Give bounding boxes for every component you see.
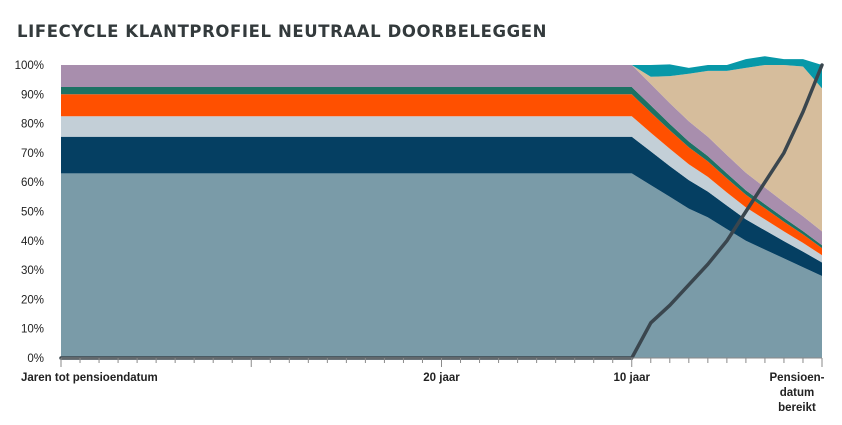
y-tick-label: 60% (21, 177, 44, 189)
area-series-2 (61, 136, 822, 276)
y-tick-label: 30% (21, 265, 44, 277)
area-series-group (61, 56, 822, 358)
y-tick-label: 80% (21, 119, 44, 131)
y-tick-label: 90% (21, 89, 44, 101)
area-series-8 (61, 56, 822, 89)
trend-line (59, 63, 824, 360)
area-series-7 (61, 65, 822, 232)
y-tick-label: 10% (21, 324, 44, 336)
x-tick-label: Jaren tot pensioendatum (21, 372, 158, 384)
x-tick-label: bereikt (778, 402, 816, 414)
x-tick-label: 20 jaar (423, 372, 460, 384)
axes-group: 0% 10% 20% 30% 40% 50% 60% 70% 80% 90% 100% Jaren t… (15, 60, 825, 414)
y-tick-label: 50% (21, 207, 44, 219)
area-series-1 (61, 173, 822, 358)
area-series-6 (61, 65, 822, 246)
y-tick-label: 70% (21, 148, 44, 160)
x-tick-label: Pensioen- (770, 372, 825, 384)
progress-line-group (59, 63, 824, 360)
y-tick-label: 100% (15, 60, 44, 72)
x-tick-label: datum (780, 387, 815, 399)
area-series-4 (61, 94, 822, 256)
y-tick-label: 20% (21, 294, 44, 306)
area-series-3 (61, 116, 822, 263)
chart-title: LIFECYCLE KLANTPROFIEL NEUTRAAL DOORBELE… (17, 22, 548, 41)
x-tick-label: 10 jaar (614, 372, 651, 384)
y-tick-label: 40% (21, 236, 44, 248)
y-tick-label: 0% (27, 353, 44, 365)
